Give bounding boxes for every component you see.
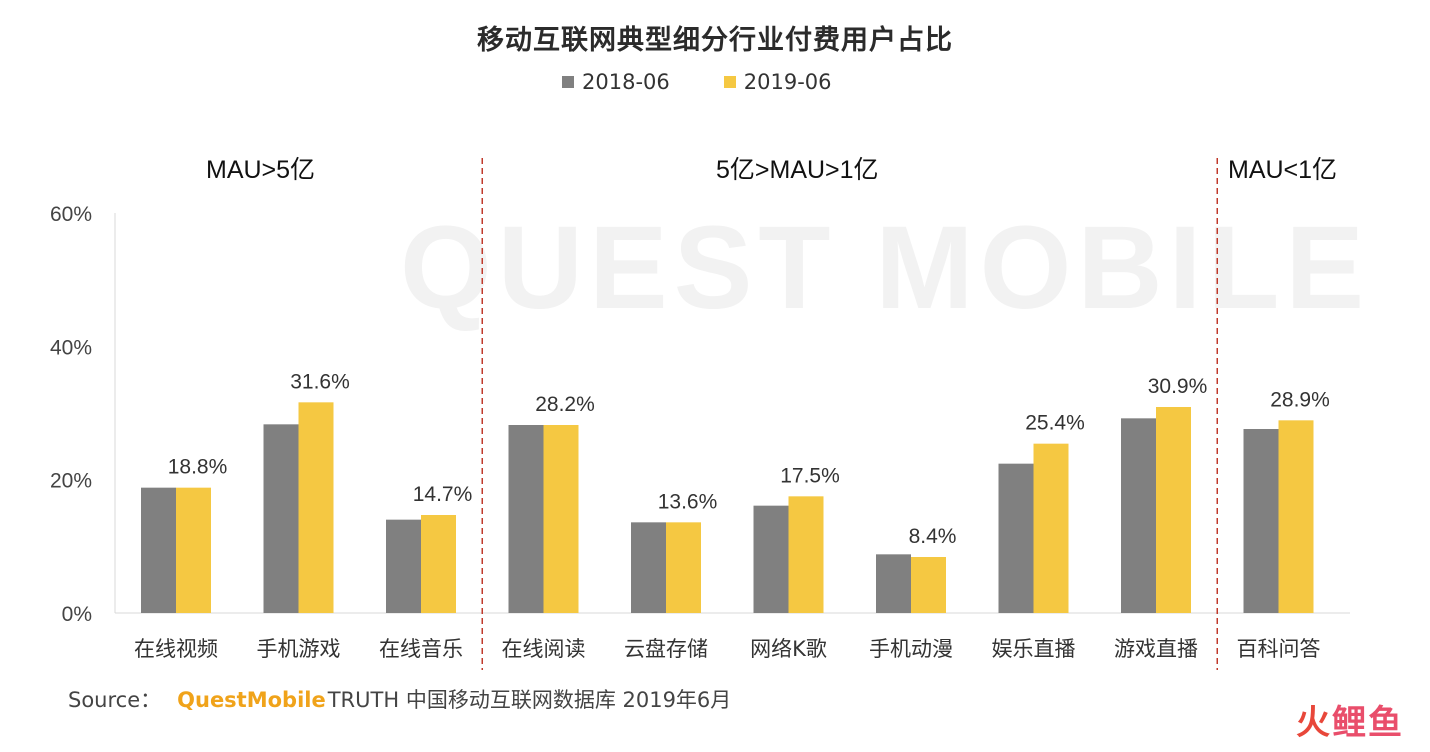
legend: 2018-06 2019-06 xyxy=(562,70,832,94)
legend-label-2018: 2018-06 xyxy=(582,70,670,94)
corner-logo-part1: 火 xyxy=(1296,703,1332,743)
x-tick-label: 百科问答 xyxy=(1237,637,1321,661)
source-label: Source： xyxy=(68,688,162,712)
x-tick-label: 手机动漫 xyxy=(869,637,953,661)
y-tick-label: 40% xyxy=(50,336,92,359)
bar-2019-06 xyxy=(911,557,946,613)
watermark-text: QUEST MOBILE xyxy=(400,202,1371,334)
legend-item-2018: 2018-06 xyxy=(562,70,670,94)
data-label: 31.6% xyxy=(290,370,350,393)
data-label: 14.7% xyxy=(413,483,473,506)
x-tick-label: 在线视频 xyxy=(134,637,218,661)
x-tick-label: 娱乐直播 xyxy=(992,637,1076,661)
chart-title: 移动互联网典型细分行业付费用户占比 xyxy=(477,25,953,56)
bar-2019-06 xyxy=(1278,420,1314,613)
corner-logo: 火鲤鱼 xyxy=(1296,695,1404,744)
data-label: 28.2% xyxy=(535,393,595,416)
bar-2019-06 xyxy=(543,425,579,613)
bar-2018-06 xyxy=(876,554,911,613)
data-label: 18.8% xyxy=(168,456,228,479)
data-label: 30.9% xyxy=(1148,375,1208,398)
source-text: TRUTH 中国移动互联网数据库 2019年6月 xyxy=(327,688,732,712)
bar-2018-06 xyxy=(1121,418,1156,613)
y-tick-label: 0% xyxy=(62,603,92,626)
data-label: 28.9% xyxy=(1270,388,1330,411)
source-footer: Source： QuestMobileTRUTH 中国移动互联网数据库 2019年… xyxy=(68,684,731,714)
data-label: 8.4% xyxy=(909,525,957,548)
bar-2019-06 xyxy=(421,515,456,613)
x-tick-label: 云盘存储 xyxy=(624,637,708,661)
x-tick-label: 在线阅读 xyxy=(502,637,586,661)
data-label: 25.4% xyxy=(1025,412,1085,435)
group-label-large: MAU>5亿 xyxy=(206,156,316,184)
legend-label-2019: 2019-06 xyxy=(743,70,832,94)
x-tick-label: 游戏直播 xyxy=(1114,637,1198,661)
source-brand: QuestMobile xyxy=(177,688,326,712)
data-label: 17.5% xyxy=(780,464,840,487)
bar-2018-06 xyxy=(753,505,789,613)
data-label: 13.6% xyxy=(658,490,718,513)
bar-2019-06 xyxy=(1156,407,1191,613)
corner-logo-part2: 鲤鱼 xyxy=(1332,703,1404,743)
x-tick-label: 网络K歌 xyxy=(750,637,827,661)
bar-2018-06 xyxy=(386,519,421,613)
y-tick-label: 60% xyxy=(50,203,92,226)
legend-swatch-yellow xyxy=(723,76,736,88)
bar-2019-06 xyxy=(298,402,334,613)
bar-2019-06 xyxy=(666,522,701,613)
group-label-small: MAU<1亿 xyxy=(1228,156,1338,184)
bar-2018-06 xyxy=(1243,429,1279,613)
x-tick-label: 手机游戏 xyxy=(257,637,341,661)
bar-2019-06 xyxy=(176,487,211,613)
bar-2018-06 xyxy=(998,463,1034,613)
group-label-medium: 5亿>MAU>1亿 xyxy=(716,156,879,184)
bar-2018-06 xyxy=(631,522,666,613)
bar-2018-06 xyxy=(263,424,299,613)
legend-item-2019: 2019-06 xyxy=(723,70,832,94)
y-tick-label: 20% xyxy=(50,470,92,493)
legend-swatch-gray xyxy=(562,76,574,88)
bar-2018-06 xyxy=(508,425,544,613)
bar-2019-06 xyxy=(1033,443,1069,613)
bar-2019-06 xyxy=(788,496,824,613)
x-tick-label: 在线音乐 xyxy=(379,637,463,661)
bar-2018-06 xyxy=(141,487,176,613)
